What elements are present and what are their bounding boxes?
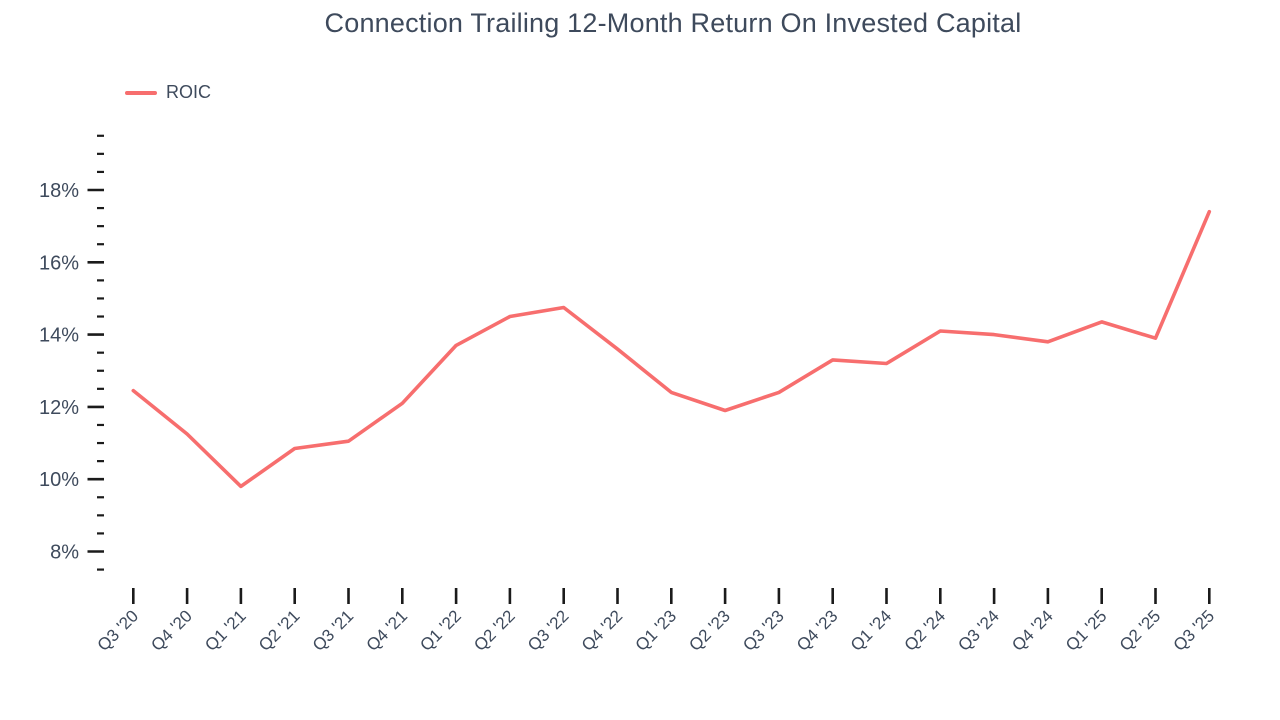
y-axis-label: 10% xyxy=(39,469,79,491)
y-axis-label: 16% xyxy=(39,252,79,274)
x-axis-label: Q4 '23 xyxy=(793,606,841,654)
x-axis-label: Q4 '22 xyxy=(578,606,626,654)
x-axis-label: Q2 '25 xyxy=(1116,606,1164,654)
y-axis-label: 8% xyxy=(50,542,79,564)
roic-legend-swatch xyxy=(125,90,157,95)
roic-legend-label: ROIC xyxy=(166,82,211,102)
chart-title: Connection Trailing 12-Month Return On I… xyxy=(324,8,1022,38)
x-axis-label: Q1 '21 xyxy=(201,606,249,654)
y-axis-label: 18% xyxy=(39,180,79,202)
x-axis-label: Q2 '23 xyxy=(685,606,733,654)
x-axis-label: Q3 '22 xyxy=(524,606,572,654)
x-axis-label: Q2 '22 xyxy=(470,606,518,654)
x-axis-label: Q3 '24 xyxy=(954,606,1002,654)
x-axis-label: Q3 '21 xyxy=(309,606,357,654)
x-axis-label: Q4 '20 xyxy=(147,606,195,654)
x-axis-label: Q3 '25 xyxy=(1170,606,1218,654)
x-axis-label: Q2 '21 xyxy=(255,606,303,654)
y-axis-label: 14% xyxy=(39,325,79,347)
x-axis-label: Q3 '23 xyxy=(739,606,787,654)
roic-line xyxy=(131,209,1212,489)
x-axis-label: Q1 '24 xyxy=(847,606,895,654)
x-axis-label: Q1 '25 xyxy=(1062,606,1110,654)
y-axis-label: 12% xyxy=(39,397,79,419)
legend: ROIC xyxy=(125,82,211,103)
x-axis-label: Q2 '24 xyxy=(901,606,949,654)
x-axis-label: Q3 '20 xyxy=(94,606,142,654)
x-axis-label: Q4 '21 xyxy=(363,606,411,654)
x-axis-label: Q4 '24 xyxy=(1008,606,1056,654)
x-axis-label: Q1 '22 xyxy=(416,606,464,654)
x-axis-label: Q1 '23 xyxy=(632,606,680,654)
